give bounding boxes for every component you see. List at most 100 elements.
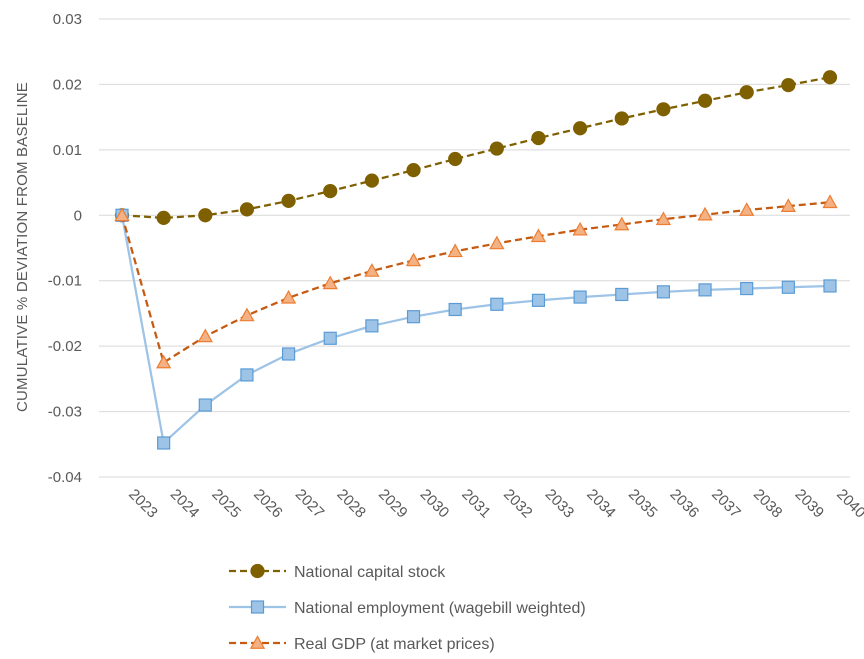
data-point	[614, 111, 629, 126]
data-point	[531, 293, 546, 307]
y-tick-label: 0	[74, 207, 82, 224]
data-point	[656, 285, 671, 299]
x-tick-label: 2035	[625, 486, 661, 522]
data-point	[447, 243, 463, 258]
y-tick-label: -0.03	[48, 404, 82, 421]
series-line	[120, 215, 831, 445]
data-point	[364, 263, 380, 277]
data-point	[239, 307, 255, 322]
data-point	[156, 354, 172, 369]
data-point	[198, 398, 212, 412]
data-point	[239, 202, 255, 217]
data-point	[615, 287, 629, 302]
data-point	[656, 102, 671, 117]
data-point	[698, 283, 712, 297]
series-1	[114, 70, 838, 226]
data-point	[489, 235, 505, 250]
data-point	[490, 297, 504, 311]
plot-area	[114, 70, 838, 450]
data-point	[280, 289, 297, 304]
data-point	[198, 208, 213, 223]
x-tick-label: 2039	[792, 486, 828, 522]
data-point	[697, 93, 713, 108]
data-point	[405, 252, 422, 267]
data-point	[530, 228, 547, 243]
data-point	[197, 328, 213, 343]
data-point	[739, 202, 755, 216]
gridlines	[99, 18, 850, 478]
data-point	[531, 130, 546, 146]
y-tick-label: 0.02	[53, 76, 82, 93]
series-line	[120, 201, 831, 364]
x-tick-label: 2025	[208, 486, 244, 522]
x-tick-label: 2029	[375, 486, 411, 522]
data-point	[573, 121, 588, 136]
legend-label: National capital stock	[294, 564, 446, 581]
x-tick-label: 2037	[708, 486, 744, 522]
y-tick-label: 0.01	[53, 142, 82, 159]
data-point	[157, 436, 171, 450]
y-tick-label: -0.04	[48, 469, 82, 486]
data-point	[739, 85, 754, 100]
legend-marker	[249, 635, 266, 649]
x-tick-label: 2031	[458, 486, 494, 522]
y-tick-label: 0.03	[53, 11, 82, 28]
y-tick-label: -0.02	[48, 338, 82, 355]
x-tick-label: 2036	[667, 486, 703, 522]
legend-marker	[250, 563, 265, 579]
data-point	[780, 198, 796, 213]
data-point	[822, 70, 838, 85]
data-point	[406, 310, 421, 324]
x-tick-label: 2040	[833, 486, 864, 522]
data-point	[823, 279, 837, 293]
data-point	[281, 193, 296, 208]
data-point	[240, 368, 254, 382]
data-point	[365, 319, 379, 333]
legend-marker	[250, 600, 265, 614]
data-point	[781, 280, 795, 294]
legend-label: Real GDP (at market prices)	[294, 636, 495, 653]
data-point	[322, 275, 338, 290]
x-tick-label: 2026	[250, 486, 286, 522]
legend-label: National employment (wagebill weighted)	[294, 600, 586, 617]
x-tick-label: 2034	[583, 486, 619, 522]
data-point	[114, 207, 130, 222]
y-tick-label: -0.01	[48, 273, 82, 290]
y-axis-title: CUMULATIVE % DEVIATION FROM BASELINE	[14, 82, 31, 412]
x-tick-label: 2032	[500, 486, 536, 522]
series-3	[114, 194, 838, 369]
data-point	[781, 77, 796, 93]
data-point	[281, 347, 296, 361]
data-point	[364, 173, 379, 188]
data-point	[697, 206, 713, 221]
x-axis-ticks: 2023 2024 2025 2026 2027 2028 2029 2030 2031 2032…	[125, 486, 864, 522]
x-tick-label: 2027	[292, 486, 328, 522]
x-tick-label: 2038	[750, 486, 786, 522]
x-tick-label: 2028	[333, 486, 369, 522]
x-tick-label: 2024	[167, 486, 203, 522]
data-point	[406, 163, 421, 178]
x-tick-label: 2023	[125, 486, 161, 522]
data-point	[572, 221, 588, 236]
legend-item: National capital stock	[229, 563, 446, 581]
y-axis-ticks: 0.03 0.02 0.01 0 -0.01 -0.02 -0.03 -0.04	[48, 11, 82, 486]
legend-item: Real GDP (at market prices)	[229, 635, 495, 653]
data-point	[822, 194, 838, 209]
data-point	[448, 151, 463, 167]
legend: National capital stock National employmen…	[229, 563, 586, 653]
x-tick-label: 2030	[417, 486, 453, 522]
data-point	[156, 210, 171, 226]
data-point	[573, 290, 587, 304]
data-point	[448, 302, 462, 317]
data-point	[323, 331, 337, 345]
data-point	[655, 211, 672, 226]
series-2	[115, 208, 837, 450]
legend-item: National employment (wagebill weighted)	[229, 600, 586, 617]
x-tick-label: 2033	[542, 486, 578, 522]
data-point	[489, 141, 504, 156]
data-point	[740, 281, 754, 296]
series-line	[121, 76, 831, 220]
data-point	[323, 183, 338, 199]
data-point	[614, 216, 630, 231]
